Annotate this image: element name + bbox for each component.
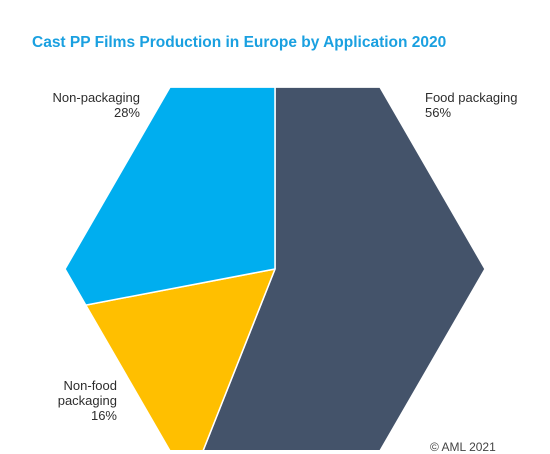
label-non-food-packaging: Non-food packaging 16% [58,378,117,423]
label-food-packaging: Food packaging 56% [425,90,518,120]
label-non-food-packaging-value: 16% [90,408,117,423]
label-non-food-packaging-line2: packaging [57,393,117,408]
copyright-footer: © AML 2021 [430,440,496,454]
label-food-packaging-value: 56% [425,105,452,120]
label-food-packaging-name: Food packaging [425,90,518,105]
chart-title: Cast PP Films Production in Europe by Ap… [32,34,447,51]
label-non-packaging: Non-packaging 28% [53,90,140,120]
label-non-packaging-name: Non-packaging [52,90,140,105]
slice-non-packaging [64,86,276,306]
label-non-food-packaging-line1: Non-food [63,378,117,393]
label-non-packaging-value: 28% [113,105,140,120]
